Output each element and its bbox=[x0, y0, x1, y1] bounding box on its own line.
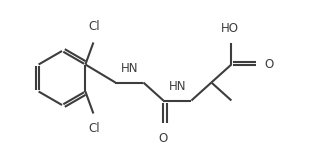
Text: HN: HN bbox=[121, 62, 138, 75]
Text: O: O bbox=[159, 131, 168, 144]
Text: O: O bbox=[264, 58, 274, 71]
Text: Cl: Cl bbox=[89, 122, 100, 135]
Text: HN: HN bbox=[168, 80, 186, 93]
Text: Cl: Cl bbox=[89, 20, 100, 33]
Text: HO: HO bbox=[220, 22, 238, 35]
